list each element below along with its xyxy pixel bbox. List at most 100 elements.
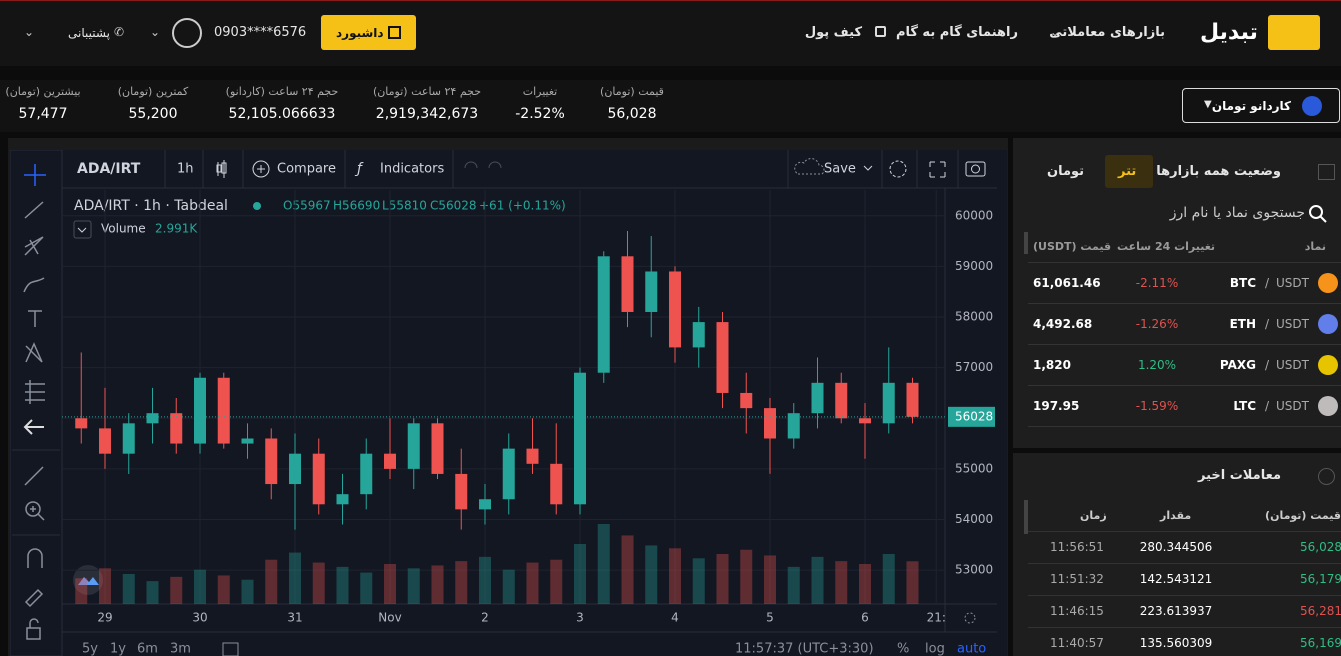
trade-time: 11:40:57: [1050, 636, 1104, 650]
tab-active[interactable]: [1105, 155, 1153, 188]
row-divider: [1028, 262, 1341, 263]
snapshot-icon[interactable]: [965, 161, 986, 177]
legend-low: L55810: [382, 199, 427, 213]
candle-body: [835, 382, 848, 419]
tab[interactable]: تتر: [1118, 164, 1137, 179]
tv-logo: [78, 577, 99, 585]
volume-bar: [122, 574, 135, 604]
volume-bar: [336, 566, 349, 604]
clock: 11:57:37 (UTC+3:30): [735, 642, 874, 656]
search-icon: [1309, 205, 1327, 223]
candle-body: [407, 423, 420, 469]
column-header: قیمت (تومان): [1265, 509, 1341, 522]
stat-label: حجم ۲۴ ساعت (کاردانو): [225, 85, 339, 98]
symbol: LTC: [1233, 399, 1256, 413]
interval[interactable]: 1h: [177, 162, 194, 177]
candle-body: [811, 382, 824, 414]
markets-icon: [1318, 164, 1335, 180]
chevron[interactable]: [863, 165, 873, 171]
compare[interactable]: Compare: [277, 162, 336, 177]
range-button[interactable]: 5y: [82, 642, 98, 656]
pair-name[interactable]: کاردانو تومان: [1211, 99, 1291, 113]
candle-body: [645, 271, 658, 312]
candle-body: [692, 322, 705, 348]
trade-amount: 280.344506: [1139, 540, 1213, 554]
range-button[interactable]: 1y: [110, 642, 126, 656]
volume-bar: [99, 568, 111, 604]
chevron: [77, 227, 87, 233]
candle-body: [716, 322, 729, 393]
last-price-box: [948, 406, 995, 427]
candle-body: [502, 448, 515, 500]
logo-mark[interactable]: [1268, 15, 1320, 50]
indicators[interactable]: Indicators: [380, 162, 444, 177]
dashboard-label[interactable]: داشبورد: [336, 26, 384, 40]
range-button[interactable]: 6m: [137, 642, 158, 656]
nav-item[interactable]: راهنمای گام به گام: [895, 25, 1018, 40]
save[interactable]: Save: [824, 162, 856, 177]
separator: /: [1264, 276, 1269, 290]
column-header: تغییرات 24 ساعت: [1117, 240, 1216, 253]
candle-body: [431, 423, 444, 474]
toolbar-separators: [164, 150, 959, 188]
stat-value: 52,105.066633: [228, 106, 336, 122]
legend-high: H56690: [333, 199, 380, 213]
search-input[interactable]: جستجوی نماد یا نام ارز: [1169, 205, 1305, 221]
logo-text[interactable]: تبدیل: [1200, 20, 1258, 45]
candle-body: [122, 423, 135, 454]
ticker-bar: [0, 80, 1341, 132]
row-divider: [1028, 426, 1341, 427]
compare-icon[interactable]: [252, 160, 270, 178]
x-tick-label: 3: [576, 611, 584, 625]
markets-title: وضعیت همه بازارها: [1156, 164, 1281, 179]
y-tick-label: 57000: [955, 360, 993, 374]
status-dot: [253, 202, 261, 210]
pair-selector[interactable]: [1182, 88, 1340, 123]
phone[interactable]: 0903****6576: [214, 25, 307, 40]
candle-body: [146, 413, 159, 424]
percent-toggle[interactable]: %: [897, 642, 909, 656]
symbol[interactable]: ADA/IRT: [77, 161, 141, 177]
candle-body: [265, 438, 278, 485]
legend-toggle[interactable]: [73, 220, 92, 239]
stat-value: 2,919,342,673: [375, 106, 479, 122]
nav-item[interactable]: کیف پول: [804, 25, 862, 40]
stat-label: بیشترین (تومان): [5, 85, 81, 98]
calendar-icon[interactable]: [222, 642, 239, 656]
user-icon[interactable]: [172, 18, 202, 48]
change: -1.59%: [1135, 399, 1179, 413]
chevron: ⌄: [24, 25, 35, 39]
volume-bar: [645, 545, 658, 604]
support[interactable]: پشتیبانی: [68, 26, 110, 40]
settings-icon[interactable]: [889, 160, 907, 178]
x-tick-label: 31: [287, 611, 302, 625]
chart-type-icon[interactable]: [216, 160, 227, 178]
tv-logo[interactable]: [73, 565, 103, 595]
trade-price: 56,179: [1300, 572, 1341, 586]
symbol: ETH: [1229, 317, 1256, 331]
volume-bar: [431, 565, 444, 604]
y-tick-label: 58000: [955, 310, 993, 324]
drawing-tools[interactable]: [23, 164, 46, 640]
stat-label: کمترین (تومان): [117, 85, 189, 98]
candle-body: [859, 418, 871, 424]
volume-bar: [360, 572, 373, 604]
volume-bar: [146, 581, 159, 604]
row-divider: [1028, 563, 1341, 564]
axis-settings[interactable]: [964, 612, 976, 624]
volume-bar: [312, 562, 325, 604]
stat-value: -2.52%: [515, 106, 565, 122]
auto-toggle[interactable]: auto: [957, 642, 986, 656]
log-toggle[interactable]: log: [925, 642, 945, 656]
tab[interactable]: تومان: [1047, 164, 1085, 179]
column-header: (USDT) قیمت: [1033, 240, 1112, 253]
volume-bar: [692, 558, 705, 604]
coin-icon: [1318, 355, 1338, 375]
fullscreen-icon[interactable]: [929, 161, 946, 178]
y-tick-label: 53000: [955, 563, 993, 577]
candle-body: [787, 413, 800, 439]
undo-redo[interactable]: [464, 161, 502, 169]
symbol: PAXG: [1219, 358, 1256, 372]
nav-item[interactable]: بازارهای معاملاتی: [1049, 25, 1165, 40]
range-button[interactable]: 3m: [170, 642, 191, 656]
